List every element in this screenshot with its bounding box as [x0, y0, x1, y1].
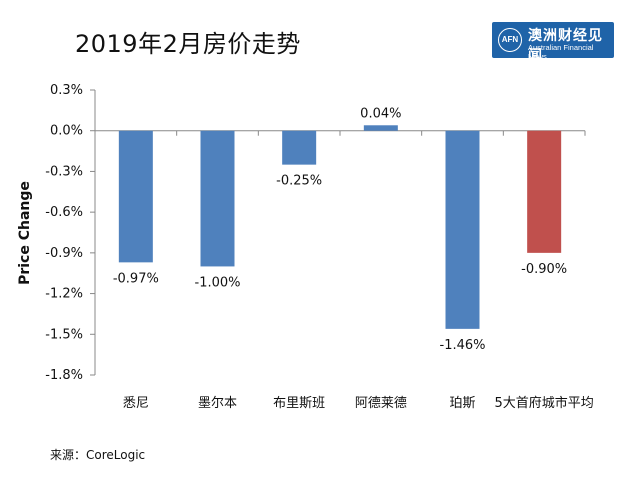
- data-label: -0.97%: [113, 271, 159, 286]
- category-label: 珀斯: [449, 396, 475, 411]
- logo-name-en: Australian Financial News: [528, 43, 594, 61]
- category-label: 悉尼: [123, 396, 149, 411]
- chart-axes: 0.3% 0.0% -0.3% -0.6% -0.9% -1.2% -1.5% -1.8%: [45, 83, 586, 383]
- bar: [445, 130, 480, 329]
- bar: [200, 130, 235, 267]
- data-label: -1.00%: [195, 275, 241, 290]
- y-tick-label: 0.0%: [50, 124, 83, 139]
- bar: [527, 130, 562, 253]
- category-label: 布里斯班: [273, 396, 325, 411]
- bar: [282, 130, 317, 165]
- chart-title: 2019年2月房价走势: [75, 30, 301, 58]
- afn-logo-icon: AFN: [498, 28, 522, 52]
- bar: [363, 125, 398, 131]
- source-note: 来源：CoreLogic: [50, 448, 146, 462]
- y-tick-label: -1.2%: [45, 287, 83, 302]
- afn-logo: AFN 澳洲财经见闻 Australian Financial News: [492, 22, 614, 64]
- chart-labels: -0.97% 悉尼 -1.00% 墨尔本 -0.25% 布里斯班 0.04% 阿德莱德 -1.4…: [113, 106, 594, 411]
- category-label: 阿德莱德: [355, 396, 407, 411]
- data-label: -1.46%: [440, 338, 486, 353]
- y-tick-label: 0.3%: [50, 83, 83, 98]
- y-tick-label: -1.5%: [45, 327, 83, 342]
- category-label: 5大首府城市平均: [495, 395, 594, 411]
- y-tick-label: -0.6%: [45, 205, 83, 220]
- bar: [118, 130, 153, 263]
- chart-bars: [118, 125, 562, 329]
- logo-name-cn: 澳洲财经见闻: [528, 28, 603, 64]
- y-tick-label: -0.3%: [45, 164, 83, 179]
- data-label: 0.04%: [360, 106, 401, 121]
- data-label: -0.25%: [276, 174, 322, 189]
- category-label: 墨尔本: [198, 396, 237, 411]
- data-label: -0.90%: [521, 262, 567, 277]
- y-tick-label: -1.8%: [45, 368, 83, 383]
- y-tick-label: -0.9%: [45, 246, 83, 261]
- y-axis-title: Price Change: [17, 181, 33, 285]
